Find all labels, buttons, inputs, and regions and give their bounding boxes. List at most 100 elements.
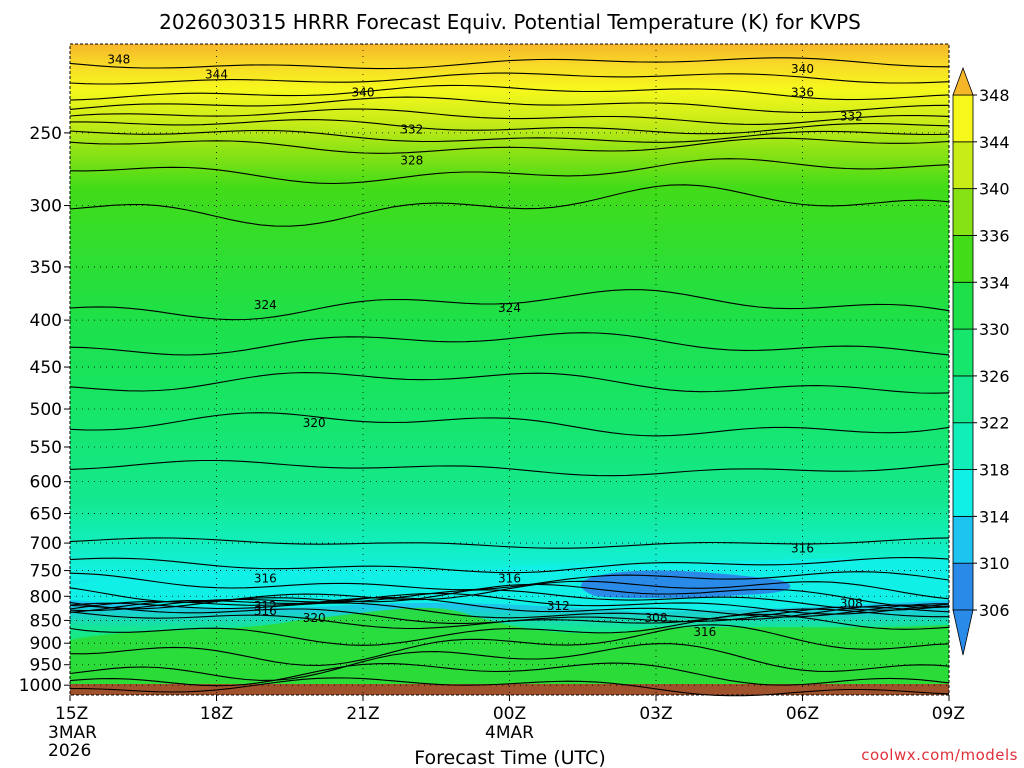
contour-label-text: 332 bbox=[840, 110, 863, 124]
contour-line bbox=[69, 72, 950, 85]
contour-label: 324 bbox=[498, 301, 521, 315]
contour-label-text: 324 bbox=[254, 298, 277, 312]
contour-label: 340 bbox=[352, 86, 375, 100]
contour-line bbox=[70, 677, 950, 697]
contour-label: 324 bbox=[254, 298, 277, 312]
colorbar-segment bbox=[952, 562, 974, 611]
colorbar-tick-label: 326 bbox=[979, 367, 1010, 386]
colorbar-segment bbox=[952, 94, 974, 143]
colorbar-segment bbox=[952, 422, 974, 470]
colorbar-segment bbox=[952, 469, 974, 517]
contour-line bbox=[69, 137, 950, 154]
colorbar-tick-label: 322 bbox=[979, 414, 1010, 433]
contour-label: 312 bbox=[547, 599, 570, 613]
x-tick-year: 2026 bbox=[48, 741, 91, 761]
moist-core-blue bbox=[581, 570, 791, 599]
contour-label: 308 bbox=[645, 611, 668, 625]
colorbar-tick-label: 336 bbox=[979, 226, 1010, 245]
contour-line bbox=[69, 662, 950, 687]
contour-label: 328 bbox=[400, 154, 423, 168]
contour-line bbox=[69, 412, 950, 437]
contour-line bbox=[69, 537, 950, 549]
colorbar-segment bbox=[952, 188, 974, 236]
contour-label-text: 308 bbox=[840, 597, 863, 611]
y-tick-label: 450 bbox=[30, 358, 62, 378]
contour-label-text: 308 bbox=[645, 611, 668, 625]
y-tick-label: 650 bbox=[30, 505, 62, 525]
contour-label: 320 bbox=[303, 416, 326, 430]
contour-label-text: 324 bbox=[498, 301, 521, 315]
y-tick-label: 550 bbox=[30, 438, 62, 458]
x-tick-label: 21Z bbox=[346, 704, 379, 724]
contour-label: 316 bbox=[791, 542, 814, 556]
contour-label-text: 312 bbox=[547, 599, 570, 613]
contour-label-text: 344 bbox=[205, 68, 228, 82]
x-tick-date: 4MAR bbox=[485, 723, 534, 743]
y-tick-label: 600 bbox=[30, 473, 62, 493]
x-tick-label: 15Z bbox=[55, 704, 88, 724]
y-tick-label: 1000 bbox=[19, 676, 62, 696]
contour-label-text: 328 bbox=[400, 154, 423, 168]
contour-label: 316 bbox=[498, 571, 521, 585]
y-tick-label: 900 bbox=[30, 634, 62, 654]
contour-line bbox=[69, 602, 950, 621]
colorbar-tick-label: 330 bbox=[979, 320, 1010, 339]
colorbar-segment bbox=[952, 515, 974, 564]
contour-line bbox=[69, 613, 950, 646]
contour-label-text: 320 bbox=[303, 416, 326, 430]
contour-line bbox=[69, 624, 950, 666]
contour-label: 348 bbox=[107, 53, 130, 67]
contour-line bbox=[69, 184, 950, 227]
contour-line bbox=[69, 571, 950, 591]
contour-label-text: 348 bbox=[107, 53, 130, 67]
colorbar-segment bbox=[952, 328, 974, 377]
y-tick-label: 350 bbox=[30, 258, 62, 278]
contour-label: 312 bbox=[254, 599, 277, 613]
contour-label-text: 336 bbox=[791, 86, 814, 100]
contour-line bbox=[69, 592, 950, 615]
contour-label: 316 bbox=[254, 604, 277, 618]
near-surface-green bbox=[70, 607, 949, 695]
contour-label-text: 340 bbox=[352, 86, 375, 100]
contour-line bbox=[69, 372, 950, 394]
colorbar-tick-label: 340 bbox=[979, 180, 1010, 199]
contour-label: 332 bbox=[400, 123, 423, 137]
x-tick-label: 03Z bbox=[639, 704, 672, 724]
y-tick-label: 950 bbox=[30, 656, 62, 676]
contour-line bbox=[69, 158, 950, 185]
contour-line bbox=[69, 84, 950, 101]
contour-label-text: 316 bbox=[791, 542, 814, 556]
colorbar-segment bbox=[952, 375, 974, 424]
contour-label: 344 bbox=[205, 68, 228, 82]
colorbar-tick-label: 348 bbox=[979, 86, 1010, 105]
contour-line bbox=[69, 108, 950, 125]
contour-line bbox=[69, 556, 950, 574]
x-tick-label: 09Z bbox=[932, 704, 965, 724]
x-tick-label: 18Z bbox=[200, 704, 233, 724]
contour-lines bbox=[69, 57, 950, 697]
colorbar-tick-label: 310 bbox=[979, 554, 1010, 573]
contour-label: 332 bbox=[840, 110, 863, 124]
contour-label-text: 312 bbox=[254, 599, 277, 613]
colorbar: 306 310 314 318 322 326 330 334 336 340 344 348 bbox=[952, 66, 1010, 656]
y-tick-label: 850 bbox=[30, 611, 62, 631]
colorbar-segment bbox=[952, 141, 974, 190]
x-tick-label: 06Z bbox=[786, 704, 819, 724]
colorbar-tick-label: 334 bbox=[979, 273, 1010, 292]
colorbar-tick-label: 306 bbox=[979, 601, 1010, 620]
y-tick-label: 700 bbox=[30, 534, 62, 554]
contour-label-text: 316 bbox=[254, 571, 277, 585]
terrain-strip bbox=[70, 684, 949, 695]
colorbar-extend-low bbox=[952, 609, 974, 656]
gridlines bbox=[70, 44, 949, 695]
contour-label: 320 bbox=[303, 611, 326, 625]
y-tick-label: 400 bbox=[30, 311, 62, 331]
contour-line bbox=[69, 332, 950, 356]
y-tick-label: 500 bbox=[30, 400, 62, 420]
y-tick-label: 300 bbox=[30, 197, 62, 217]
colorbar-tick-label: 344 bbox=[979, 133, 1010, 152]
y-tick-label: 800 bbox=[30, 587, 62, 607]
